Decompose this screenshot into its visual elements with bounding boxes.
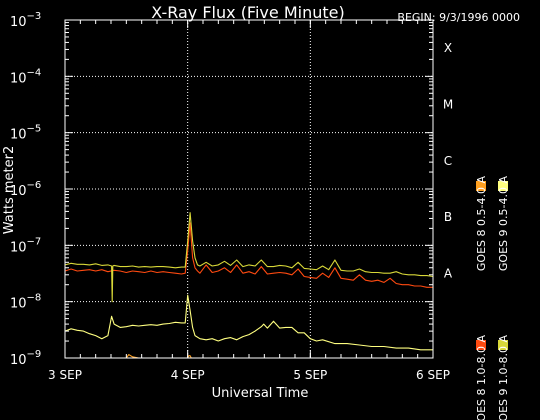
legend-label: GOES 9 0.5-4.0 A bbox=[497, 176, 510, 272]
flare-class-label: B bbox=[444, 210, 452, 224]
x-tick-label: 3 SEP bbox=[48, 368, 82, 382]
legend-swatch bbox=[498, 181, 508, 191]
x-axis-ticks: 3 SEP 4 SEP 5 SEP 6 SEP bbox=[48, 20, 450, 382]
flare-class-label: C bbox=[444, 154, 452, 168]
flare-class-label: A bbox=[444, 267, 453, 281]
y-axis-label: Watts meter2 bbox=[2, 146, 17, 234]
legend-swatch bbox=[476, 181, 486, 191]
legend: GOES 8 1.0-8.0 A GOES 8 0.5-4.0 A GOES 9 1… bbox=[475, 176, 510, 420]
y-tick-label: 10−3 bbox=[10, 11, 41, 30]
y-tick-label: 10−4 bbox=[10, 67, 41, 86]
legend-swatch bbox=[498, 340, 508, 350]
begin-label: BEGIN: 9/3/1996 0000 bbox=[397, 11, 520, 24]
x-tick-label: 5 SEP bbox=[293, 368, 327, 382]
legend-label: GOES 8 0.5-4.0 A bbox=[475, 176, 488, 272]
flare-class-label: X bbox=[444, 41, 452, 55]
y-tick-label: 10−8 bbox=[10, 293, 41, 312]
y-tick-label: 10−5 bbox=[10, 124, 41, 143]
grid-lines bbox=[65, 20, 433, 358]
legend-label: GOES 8 1.0-8.0 A bbox=[475, 335, 488, 420]
series-line bbox=[64, 212, 434, 303]
chart-title: X-Ray Flux (Five Minute) bbox=[151, 3, 344, 22]
flare-class-label: M bbox=[443, 98, 453, 112]
series-line bbox=[64, 222, 433, 288]
series-line bbox=[64, 294, 433, 351]
x-tick-label: 6 SEP bbox=[416, 368, 450, 382]
y-tick-label: 10−6 bbox=[10, 180, 41, 199]
x-tick-label: 4 SEP bbox=[171, 368, 205, 382]
x-axis-label: Universal Time bbox=[212, 386, 309, 401]
legend-label: GOES 9 1.0-8.0 A bbox=[497, 335, 510, 420]
flare-class-labels: A B C M X bbox=[443, 41, 453, 280]
y-axis-ticks: 10−9 10−8 10−7 10−6 10−5 10−4 10−3 bbox=[10, 11, 433, 368]
y-tick-label: 10−7 bbox=[10, 236, 41, 255]
legend-swatch bbox=[476, 340, 486, 350]
y-tick-label: 10−9 bbox=[10, 349, 41, 368]
